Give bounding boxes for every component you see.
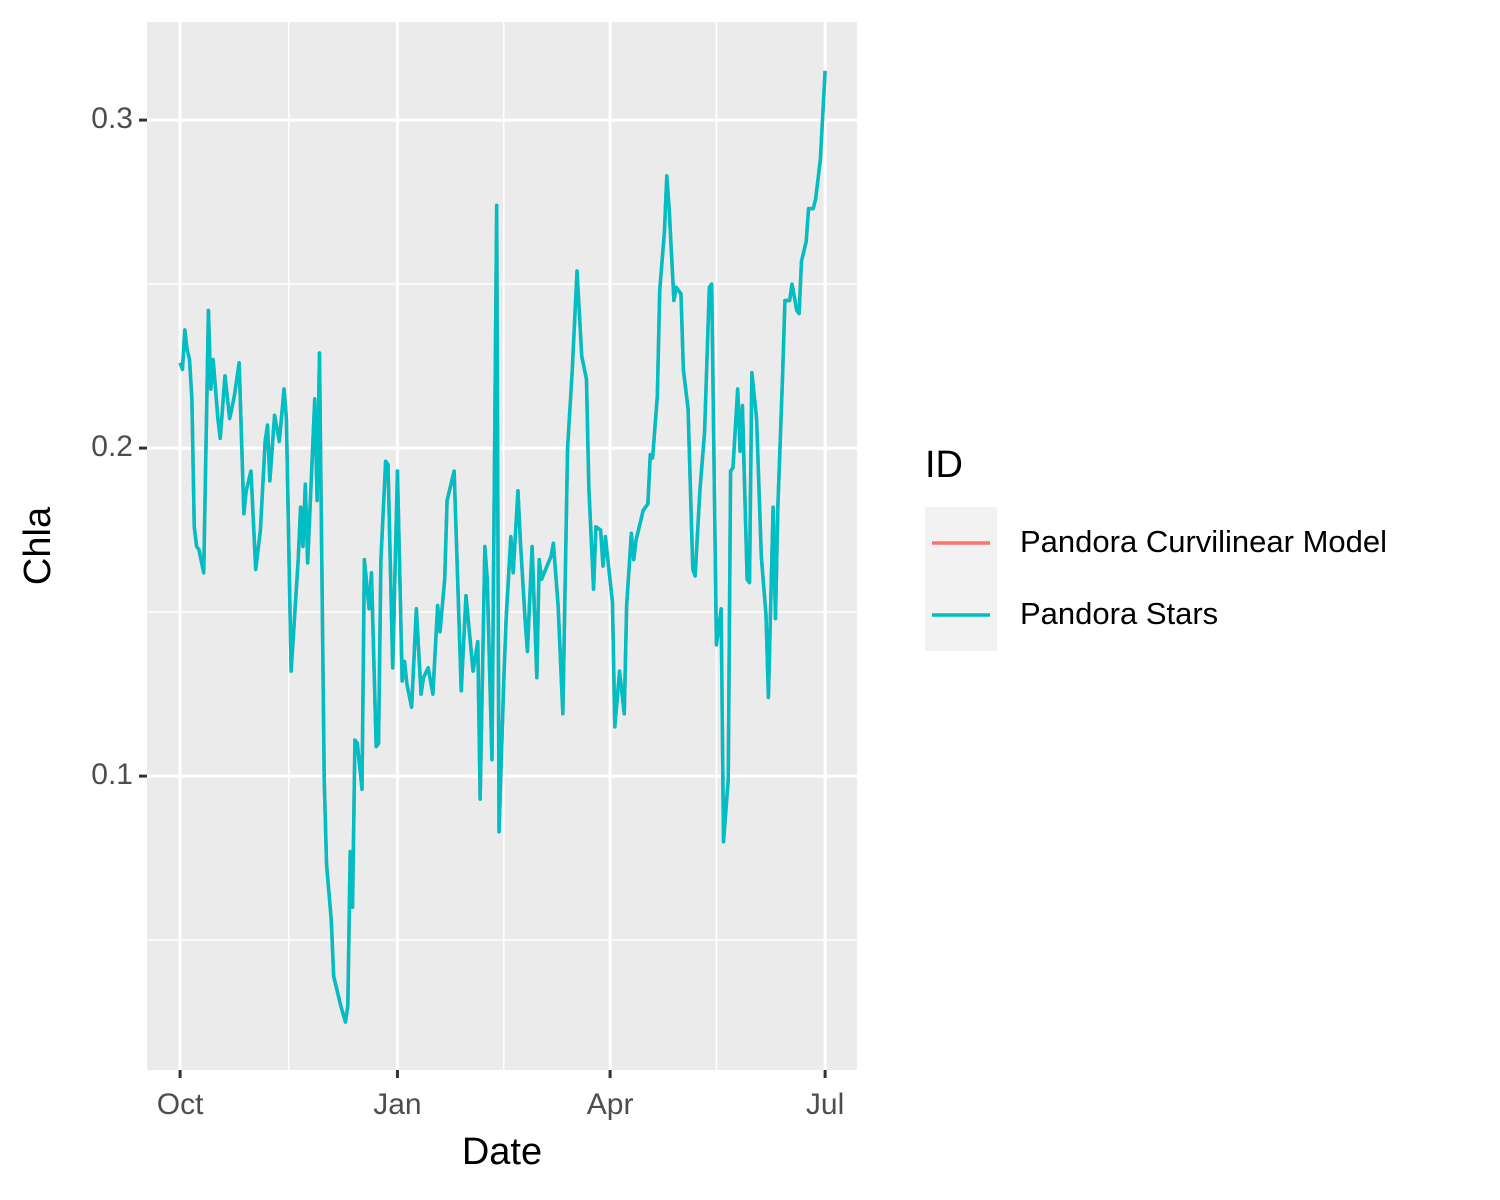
legend-label: Pandora Stars [1020, 596, 1218, 631]
plot-panel [147, 22, 857, 1070]
x-tick-label: Jul [806, 1088, 844, 1121]
y-tick-label: 0.1 [91, 758, 133, 791]
y-tick-label: 0.2 [91, 430, 133, 463]
x-tick-label: Apr [587, 1088, 634, 1121]
y-axis-title: Chla [17, 506, 59, 585]
legend-label: Pandora Curvilinear Model [1020, 524, 1387, 559]
x-tick-label: Jan [373, 1088, 421, 1121]
x-tick-label: Oct [157, 1088, 204, 1121]
y-tick-label: 0.3 [91, 102, 133, 135]
legend-title: ID [925, 444, 963, 486]
x-axis-title: Date [462, 1131, 542, 1173]
series-line [178, 70, 827, 1024]
